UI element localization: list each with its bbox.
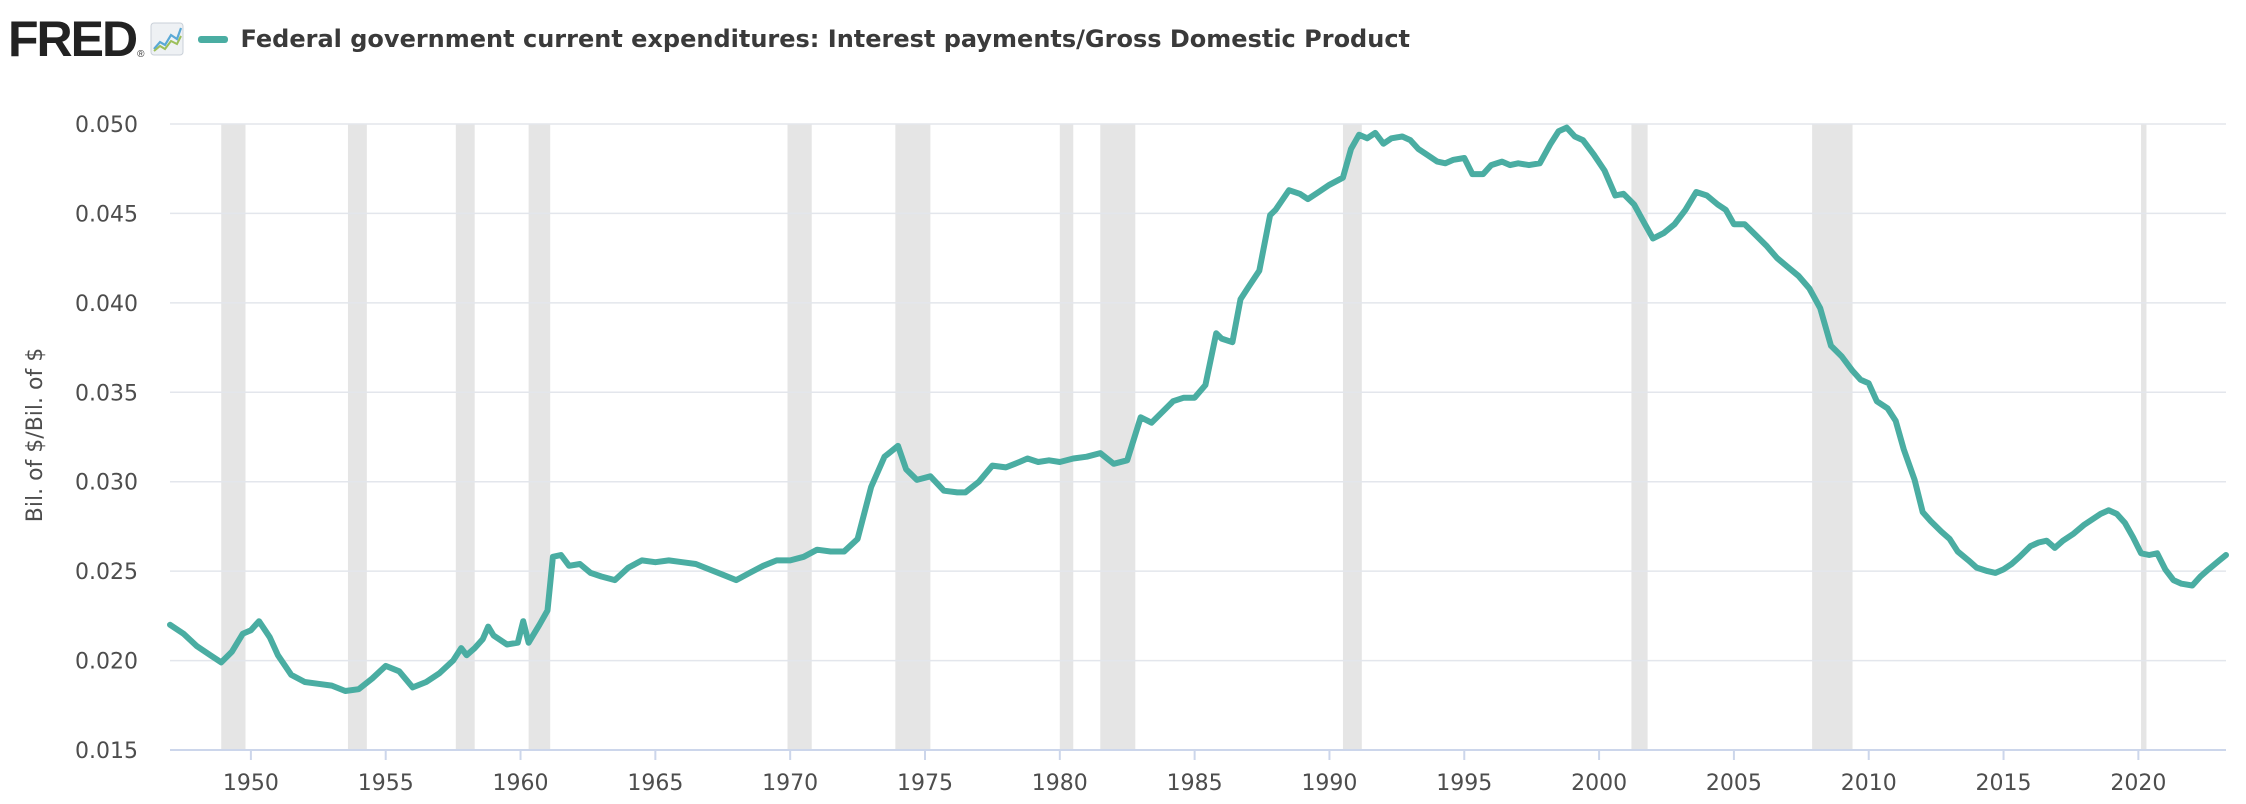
x-tick-label: 2005: [1706, 771, 1762, 796]
x-tick-label: 1995: [1436, 771, 1492, 796]
x-tick-label: 1980: [1032, 771, 1088, 796]
y-tick-label: 0.040: [75, 292, 138, 317]
x-tick-label: 1955: [358, 771, 414, 796]
y-tick-label: 0.015: [75, 739, 138, 764]
registered-mark: ®: [137, 49, 145, 60]
x-tick-label: 1970: [762, 771, 818, 796]
recession-band-1: [347, 124, 367, 750]
fred-logo-text: FRED: [8, 11, 138, 67]
x-tick-label: 1950: [223, 771, 279, 796]
y-tick-label: 0.030: [75, 471, 138, 496]
x-tick-label: 2015: [1976, 771, 2032, 796]
y-axis-label: Bil. of $/Bil. of $: [23, 348, 48, 522]
recession-band-3: [528, 124, 551, 750]
recession-bands: [221, 124, 2147, 750]
x-tick-label: 2020: [2110, 771, 2166, 796]
x-tick-label: 2000: [1571, 771, 1627, 796]
recession-band-5: [895, 124, 931, 750]
recession-band-10: [1812, 124, 1853, 750]
recession-band-4: [787, 124, 812, 750]
x-tick-label: 2010: [1841, 771, 1897, 796]
recession-band-6: [1059, 124, 1074, 750]
y-axis: 0.015 0.020 0.025 0.030 0.035 0.040 0.045 0.050: [75, 113, 138, 764]
recession-band-8: [1342, 124, 1362, 750]
x-axis: 1950 1955 1960 1965 1970 1975 1980 1985 1990 1995…: [170, 749, 2226, 796]
x-tick-label: 1960: [493, 771, 549, 796]
y-tick-label: 0.035: [75, 381, 138, 406]
fred-logo[interactable]: FRED ®: [8, 14, 184, 64]
recession-band-2: [455, 124, 475, 750]
x-tick-label: 1985: [1167, 771, 1223, 796]
y-tick-label: 0.050: [75, 113, 138, 138]
recession-band-9: [1631, 124, 1648, 750]
y-tick-label: 0.025: [75, 560, 138, 585]
x-tick-label: 1975: [897, 771, 953, 796]
x-tick-label: 1990: [1301, 771, 1357, 796]
legend-series-label: Federal government current expenditures:…: [240, 25, 1411, 53]
line-chart-icon: [150, 22, 184, 56]
series-layer: [167, 124, 2229, 694]
y-tick-label: 0.020: [75, 650, 138, 675]
chart-legend[interactable]: Federal government current expenditures:…: [198, 25, 1410, 53]
x-tick-label: 1965: [627, 771, 683, 796]
legend-swatch: [198, 35, 229, 43]
recession-band-11: [2141, 124, 2147, 750]
recession-band-7: [1100, 124, 1136, 750]
chart-header: FRED ® Federal government current expend…: [8, 14, 1410, 64]
y-tick-label: 0.045: [75, 202, 138, 227]
series-line-0[interactable]: [167, 124, 2229, 694]
